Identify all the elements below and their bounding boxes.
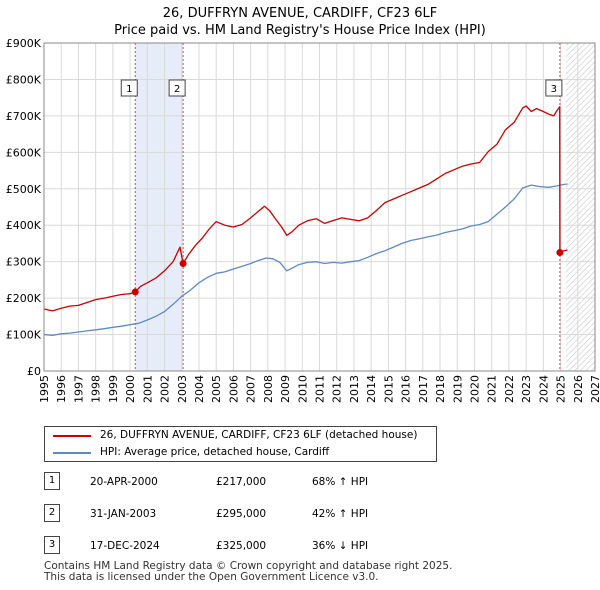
x-tick-label: 2020 <box>468 375 481 403</box>
transaction-hpi: 68% ↑ HPI <box>312 476 369 488</box>
sale-label-text: 3 <box>551 84 557 95</box>
y-tick-label: £600K <box>6 146 42 159</box>
x-tick-label: 2016 <box>400 375 413 403</box>
x-tick-label: 2007 <box>245 375 258 403</box>
sale-label-box <box>168 79 186 97</box>
x-tick-label: 2010 <box>296 375 309 403</box>
transaction-row: 2 31-JAN-2003 £295,000 42% ↑ HPI <box>44 504 564 524</box>
plot-frame <box>43 42 596 372</box>
x-tick-label: 2017 <box>417 375 430 403</box>
legend-swatch-hpi <box>53 452 91 454</box>
chart-title: 26, DUFFRYN AVENUE, CARDIFF, CF23 6LF Pr… <box>0 5 600 39</box>
x-tick-label: 2021 <box>486 375 499 403</box>
x-tick-label: 2002 <box>159 375 172 403</box>
title-line-2: Price paid vs. HM Land Registry's House … <box>114 23 486 38</box>
y-tick-label: £900K <box>6 37 42 50</box>
sale-label-text: 1 <box>126 84 132 95</box>
sale-label-box <box>120 79 138 97</box>
x-tick-label: 2024 <box>537 375 550 403</box>
footer-copyright: Contains HM Land Registry data © Crown c… <box>44 560 453 572</box>
x-tick-label: 1999 <box>107 375 120 403</box>
y-tick-label: £100K <box>6 329 42 342</box>
y-tick-label: £0 <box>27 365 41 378</box>
x-tick-label: 2004 <box>193 375 206 403</box>
sale-label-text: 2 <box>174 84 180 95</box>
sale-label-box <box>545 79 563 97</box>
x-tick-label: 1995 <box>38 375 51 403</box>
y-tick-label: £400K <box>6 219 42 232</box>
y-tick-label: £800K <box>6 73 42 86</box>
price-chart: 1 2 3 £0 £100K £200K £300K £400K £500K £600K £700K… <box>6 37 600 403</box>
title-line-1: 26, DUFFRYN AVENUE, CARDIFF, CF23 6LF <box>162 6 438 21</box>
x-tick-label: 2019 <box>451 375 464 403</box>
x-tick-label: 2018 <box>434 375 447 403</box>
transaction-number-badge: 2 <box>44 504 60 522</box>
footer: Contains HM Land Registry data © Crown c… <box>44 561 452 583</box>
x-tick-label: 2023 <box>520 375 533 403</box>
transaction-number-badge: 1 <box>44 472 60 490</box>
transaction-price: £325,000 <box>216 540 267 552</box>
x-tick-label: 2009 <box>279 375 292 403</box>
x-tick-label: 2027 <box>589 375 600 403</box>
legend-swatch-property <box>53 435 91 437</box>
x-tick-label: 1997 <box>72 375 85 403</box>
transaction-row: 1 20-APR-2000 £217,000 68% ↑ HPI <box>44 472 564 492</box>
transaction-date: 31-JAN-2003 <box>90 508 157 520</box>
x-tick-label: 2003 <box>176 375 189 403</box>
x-tick-label: 2006 <box>227 375 240 403</box>
transaction-price: £217,000 <box>216 476 267 488</box>
x-tick-label: 1998 <box>90 375 103 403</box>
forecast-hatch <box>565 43 595 371</box>
x-tick-label: 2000 <box>124 375 137 403</box>
y-tick-label: £500K <box>6 183 42 196</box>
x-tick-label: 2005 <box>210 375 223 403</box>
x-tick-label: 2012 <box>331 375 344 403</box>
y-tick-label: £300K <box>6 256 42 269</box>
x-tick-label: 2014 <box>365 375 378 403</box>
legend-label-hpi: HPI: Average price, detached house, Card… <box>100 446 330 458</box>
x-tick-label: 2013 <box>348 375 361 403</box>
x-tick-label: 2025 <box>555 375 568 403</box>
property-series-line <box>43 105 568 312</box>
hpi-series-line <box>43 183 568 336</box>
y-tick-label: £700K <box>6 110 42 123</box>
sale-period-shade <box>135 43 184 371</box>
transaction-price: £295,000 <box>216 508 267 520</box>
sale-point <box>556 249 564 257</box>
x-tick-label: 2008 <box>262 375 275 403</box>
x-tick-label: 2001 <box>141 375 154 403</box>
legend: 26, DUFFRYN AVENUE, CARDIFF, CF23 6LF (d… <box>44 426 437 462</box>
x-tick-label: 2015 <box>382 375 395 403</box>
transaction-hpi: 36% ↓ HPI <box>312 540 369 552</box>
transaction-hpi: 42% ↑ HPI <box>312 508 369 520</box>
legend-label-property: 26, DUFFRYN AVENUE, CARDIFF, CF23 6LF (d… <box>100 429 418 441</box>
x-tick-label: 2026 <box>572 375 585 403</box>
sale-point <box>179 259 187 267</box>
x-tick-label: 1996 <box>55 375 68 403</box>
transaction-number-badge: 3 <box>44 536 60 554</box>
transaction-date: 20-APR-2000 <box>90 476 158 488</box>
x-tick-label: 2022 <box>503 375 516 403</box>
x-tick-label: 2011 <box>314 375 327 403</box>
footer-licence: This data is licensed under the Open Gov… <box>44 571 379 583</box>
transaction-date: 17-DEC-2024 <box>90 540 160 552</box>
transaction-row: 3 17-DEC-2024 £325,000 36% ↓ HPI <box>44 536 564 556</box>
sale-point <box>131 288 139 296</box>
y-tick-label: £200K <box>6 292 42 305</box>
